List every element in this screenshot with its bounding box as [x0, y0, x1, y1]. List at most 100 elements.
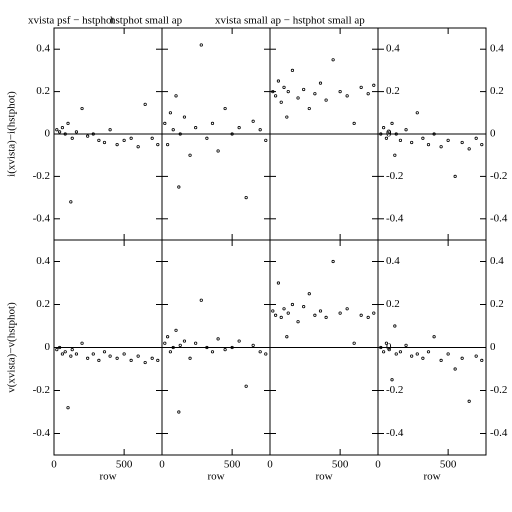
point — [296, 96, 300, 100]
point — [345, 94, 349, 98]
point — [271, 90, 275, 94]
point — [286, 90, 290, 94]
point — [86, 134, 90, 138]
point — [182, 339, 187, 343]
y2-tick-label: -0.2 — [490, 170, 507, 182]
point — [80, 106, 84, 111]
point — [279, 100, 283, 104]
point — [86, 356, 90, 360]
point — [286, 311, 290, 315]
point — [372, 311, 376, 315]
point — [171, 128, 175, 132]
point — [102, 140, 107, 145]
point — [307, 106, 311, 111]
point — [74, 130, 79, 134]
y-tick-label: 0.4 — [386, 255, 400, 267]
y2-tick-label: -0.4 — [490, 212, 508, 224]
point — [251, 119, 255, 123]
x-axis-label: row — [99, 471, 116, 483]
point — [258, 128, 262, 132]
point — [69, 200, 73, 204]
point — [108, 354, 112, 358]
point — [404, 343, 408, 347]
y-tick-label: 0.2 — [36, 85, 50, 97]
point — [66, 121, 70, 126]
point — [251, 343, 255, 347]
point — [387, 348, 391, 352]
point — [410, 140, 414, 145]
point — [331, 58, 335, 62]
point — [223, 106, 227, 111]
point — [174, 328, 178, 332]
point — [171, 345, 175, 350]
point — [366, 92, 370, 96]
point — [394, 132, 398, 136]
point — [467, 147, 471, 151]
point — [97, 358, 101, 362]
point — [460, 356, 464, 360]
point — [168, 350, 173, 354]
x-tick-label: 0 — [375, 459, 381, 471]
point — [415, 111, 419, 115]
point — [446, 138, 450, 142]
point — [302, 305, 306, 309]
y-axis-label: v(xvista)−v(hstphot) — [6, 302, 18, 393]
y-tick-label: 0 — [45, 341, 51, 353]
point — [69, 354, 73, 358]
point — [382, 350, 386, 354]
point — [338, 90, 342, 94]
x-axis-label: row — [423, 471, 440, 483]
y-tick-label: -0.4 — [386, 427, 404, 439]
point — [398, 350, 403, 354]
y-tick-label: 0.2 — [386, 85, 400, 97]
x-axis-label: row — [207, 471, 224, 483]
point — [384, 341, 389, 345]
point — [387, 130, 391, 134]
point — [331, 259, 335, 264]
point — [66, 406, 70, 410]
y-tick-label: 0.4 — [36, 43, 50, 55]
y-tick-label: 0 — [45, 128, 51, 140]
point — [80, 341, 84, 345]
point — [60, 352, 65, 356]
point — [230, 345, 234, 350]
y2-tick-label: -0.4 — [490, 427, 508, 439]
y-axis-label: i(xvista)−i(hstphot) — [6, 91, 18, 177]
point — [446, 352, 450, 356]
point — [426, 143, 431, 147]
point — [210, 121, 215, 126]
point — [136, 354, 140, 358]
point — [372, 83, 376, 87]
point — [237, 339, 241, 343]
point — [223, 348, 227, 352]
point — [129, 136, 133, 140]
point — [394, 352, 398, 356]
point — [143, 360, 147, 365]
point — [143, 102, 147, 106]
point — [282, 307, 286, 311]
panel-title: xvista psf − hstphot — [28, 15, 115, 27]
point — [352, 121, 356, 126]
point — [324, 315, 328, 319]
point — [384, 136, 389, 140]
point — [194, 341, 198, 345]
point — [390, 378, 394, 382]
point — [108, 128, 112, 132]
point — [432, 132, 436, 136]
point — [178, 132, 182, 136]
point — [345, 307, 349, 311]
point — [338, 311, 342, 315]
point — [177, 410, 181, 414]
y-tick-label: -0.2 — [33, 384, 50, 396]
point — [359, 313, 363, 317]
point — [74, 352, 79, 356]
point — [58, 345, 62, 350]
point — [122, 138, 126, 142]
point — [70, 348, 74, 352]
y-tick-label: -0.2 — [386, 170, 403, 182]
point — [182, 115, 187, 119]
point — [188, 356, 192, 360]
point — [393, 153, 397, 157]
point — [285, 115, 289, 119]
point — [60, 126, 65, 130]
